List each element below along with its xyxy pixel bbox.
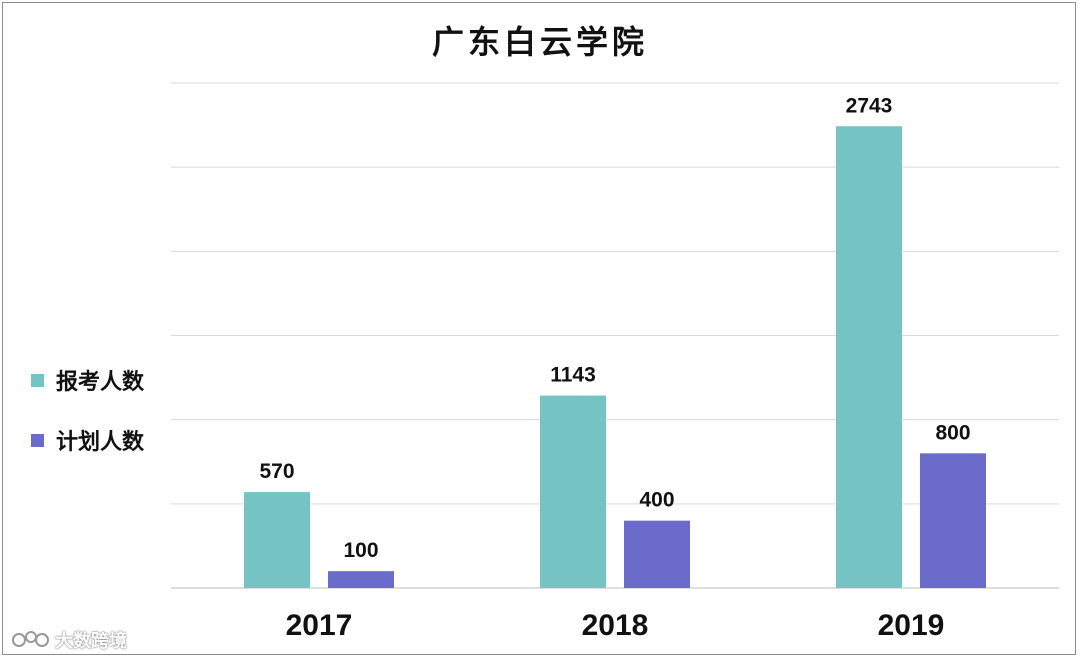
bar-2019-series-0 bbox=[836, 126, 902, 589]
watermark: 大数跨境 bbox=[11, 627, 127, 653]
data-label-2019-series-1: 800 bbox=[935, 421, 970, 444]
bar-2018-series-1 bbox=[624, 520, 690, 588]
x-tick-labels: 2017 2018 2019 bbox=[286, 609, 945, 642]
data-label-2017-series-1: 100 bbox=[343, 539, 378, 562]
legend-item-planned: 计划人数 bbox=[31, 425, 144, 455]
x-tick-label-2017: 2017 bbox=[286, 609, 353, 642]
legend-label-applicants: 报考人数 bbox=[56, 370, 145, 395]
data-labels: 570 100 1143 400 2743 800 bbox=[259, 94, 970, 562]
legend-swatch-planned bbox=[31, 433, 44, 447]
data-label-2017-series-0: 570 bbox=[259, 460, 294, 483]
legend-item-applicants: 报考人数 bbox=[31, 365, 144, 395]
legend-label-planned: 计划人数 bbox=[56, 430, 145, 455]
x-tick-label-2018: 2018 bbox=[582, 609, 649, 642]
watermark-text: 大数跨境 bbox=[55, 631, 127, 652]
plot-area: 570 100 1143 400 2743 800 2017 2018 2019 bbox=[171, 82, 1059, 642]
bars bbox=[244, 126, 986, 589]
data-label-2019-series-0: 2743 bbox=[846, 94, 893, 117]
bar-2019-series-1 bbox=[920, 453, 986, 588]
gridlines bbox=[171, 82, 1059, 589]
x-tick-label-2019: 2019 bbox=[878, 609, 945, 642]
bar-2017-series-0 bbox=[244, 492, 310, 588]
chart-title: 广东白云学院 bbox=[431, 23, 648, 61]
data-label-2018-series-1: 400 bbox=[639, 489, 674, 512]
watermark-logo-icon bbox=[12, 631, 49, 647]
data-label-2018-series-0: 1143 bbox=[550, 364, 596, 387]
legend: 报考人数 计划人数 bbox=[31, 365, 144, 485]
bar-2018-series-0 bbox=[540, 395, 606, 588]
bar-2017-series-1 bbox=[328, 571, 394, 588]
legend-swatch-applicants bbox=[31, 373, 44, 387]
